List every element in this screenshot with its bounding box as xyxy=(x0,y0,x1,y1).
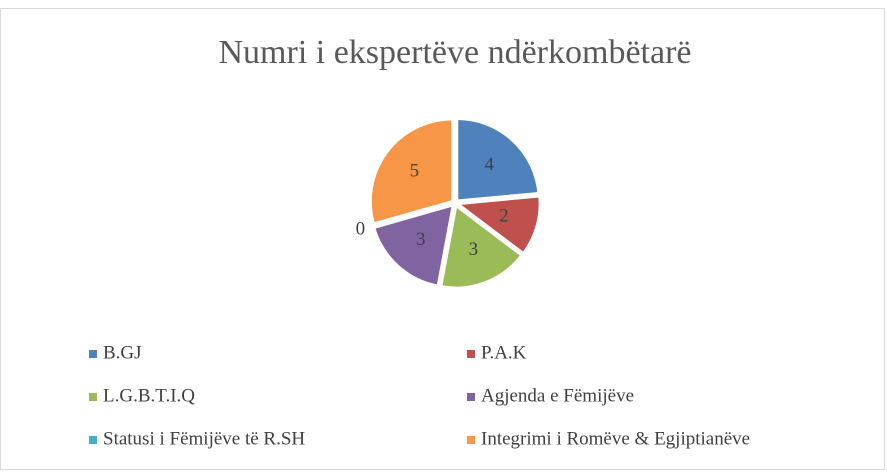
data-label: 3 xyxy=(416,229,426,250)
legend-swatch xyxy=(89,393,97,401)
chart-title: Numri i ekspertëve ndërkombëtarë xyxy=(219,34,692,71)
pie-slice xyxy=(439,203,524,290)
pie-slice xyxy=(372,203,455,288)
legend-swatch xyxy=(467,350,475,358)
pie-slice xyxy=(369,117,454,226)
legend-swatch xyxy=(89,436,97,444)
data-label: 5 xyxy=(410,161,420,182)
data-label: 3 xyxy=(469,239,479,260)
legend-label: L.G.B.T.I.Q xyxy=(103,385,195,406)
data-label: 0 xyxy=(356,218,366,239)
legend-label: B.GJ xyxy=(103,342,142,363)
legend-label: P.A.K xyxy=(481,342,527,363)
legend-label: Agjenda e Fëmijëve xyxy=(481,385,634,406)
legend-swatch xyxy=(467,436,475,444)
legend-swatch xyxy=(89,350,97,358)
pie-slice xyxy=(454,194,542,255)
pie-slice xyxy=(455,117,541,203)
legend-label: Statusi i Fëmijëve të R.SH xyxy=(103,428,305,449)
legend-swatch xyxy=(467,393,475,401)
legend-label: Integrimi i Romëve & Egjiptianëve xyxy=(481,428,750,449)
data-label: 4 xyxy=(485,154,495,175)
data-label: 2 xyxy=(499,205,509,226)
